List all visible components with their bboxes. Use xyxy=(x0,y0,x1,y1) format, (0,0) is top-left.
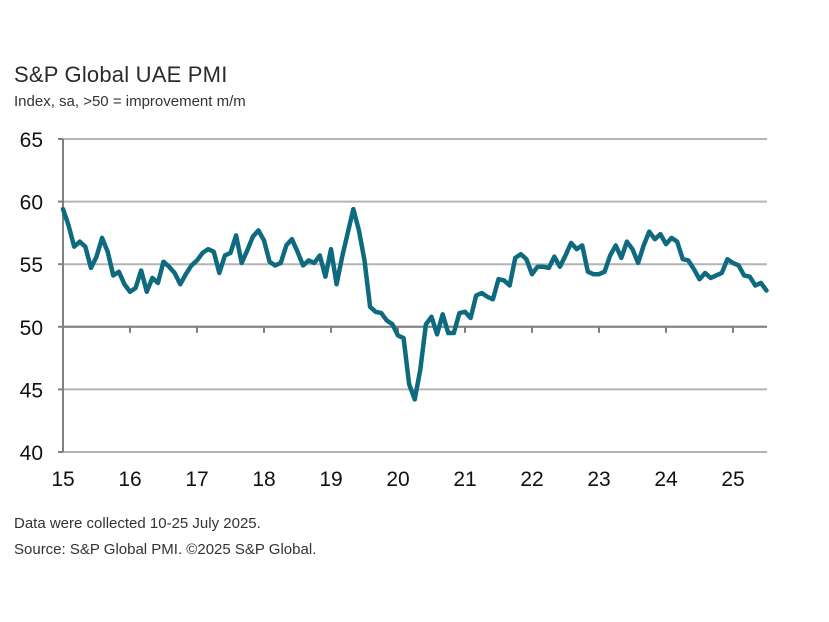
x-tick-label: 23 xyxy=(587,468,610,491)
y-tick-label: 50 xyxy=(20,317,43,340)
y-tick-label: 60 xyxy=(20,192,43,215)
x-tick-label: 18 xyxy=(252,468,275,491)
y-tick-label: 45 xyxy=(20,379,43,402)
series-line-pmi xyxy=(60,206,769,402)
chart-subtitle: Index, sa, >50 = improvement m/m xyxy=(14,93,246,110)
x-tick-label: 25 xyxy=(721,468,744,491)
x-axis: 15 16 17 18 19 20 21 22 23 24 25 xyxy=(51,325,767,491)
x-tick-label: 17 xyxy=(185,468,208,491)
y-tick-label: 40 xyxy=(20,442,43,465)
data-collection-note: Data were collected 10-25 July 2025. xyxy=(14,515,261,532)
source-note: Source: S&P Global PMI. ©2025 S&P Global… xyxy=(14,541,317,558)
x-tick-label: 21 xyxy=(453,468,476,491)
y-axis: 40 45 50 55 60 65 xyxy=(20,129,64,465)
x-tick-label: 16 xyxy=(118,468,141,491)
x-tick-label: 22 xyxy=(520,468,543,491)
chart-title: S&P Global UAE PMI xyxy=(14,62,228,87)
y-tick-label: 55 xyxy=(20,254,43,277)
x-tick-label: 15 xyxy=(51,468,74,491)
x-tick-label: 24 xyxy=(654,468,678,491)
x-tick-label: 20 xyxy=(386,468,409,491)
y-tick-label: 65 xyxy=(20,129,43,152)
gridlines xyxy=(63,138,767,453)
x-tick-label: 19 xyxy=(319,468,342,491)
series-group xyxy=(60,206,769,402)
